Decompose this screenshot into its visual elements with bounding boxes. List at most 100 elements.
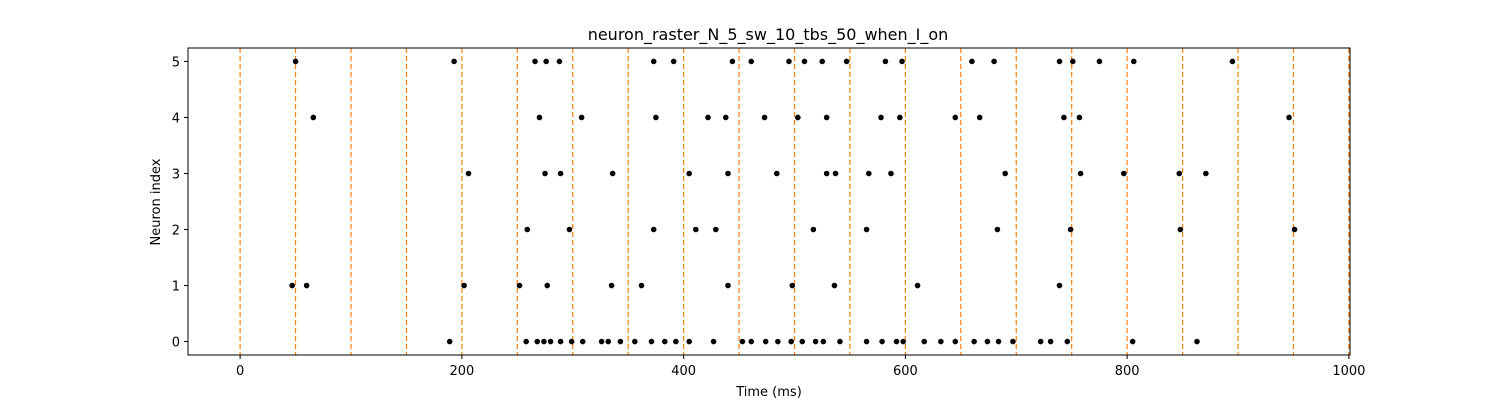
spike-dot [568, 338, 575, 345]
spike-dot [1176, 170, 1183, 177]
spike-dot [1177, 226, 1184, 233]
spike-dot [819, 58, 826, 65]
spike-dot [1096, 58, 1103, 65]
spike-dot [693, 226, 699, 233]
spike-dot [557, 338, 564, 345]
spike-dot [900, 338, 906, 345]
spike-dot [292, 58, 299, 65]
spike-dot [773, 170, 780, 177]
spike-dot [686, 338, 692, 345]
spike-dot [648, 338, 655, 345]
spike-dot [725, 170, 731, 177]
x-axis: 0 200 400 600 800 1000 [236, 355, 1365, 379]
spike-dot [579, 338, 586, 345]
spike-dot [995, 338, 1002, 345]
spike-dot [1121, 170, 1127, 177]
x-tick-label: 800 [1115, 364, 1140, 379]
spike-dot [541, 338, 547, 345]
spike-dot [578, 114, 585, 121]
spike-dot [638, 282, 645, 289]
spike-dot [812, 338, 819, 345]
y-axis: 0 1 2 3 4 5 [172, 55, 188, 351]
spike-dot [878, 114, 884, 121]
spike-dot [289, 282, 296, 289]
plot-area [239, 48, 1350, 355]
spike-dot [1002, 170, 1008, 177]
spike-dot [971, 338, 977, 345]
spike-dot [882, 58, 889, 65]
spike-dot [632, 338, 638, 345]
spike-dot [461, 282, 467, 289]
spike-dot [799, 338, 806, 345]
spike-dot [303, 282, 310, 289]
x-axis-label: Time (ms) [735, 385, 802, 400]
spike-dot [820, 338, 827, 345]
spike-dot [542, 170, 548, 177]
spike-dot [465, 170, 472, 177]
spike-dot [921, 338, 928, 345]
y-axis-label: Neuron index [149, 158, 164, 245]
spike-dot [524, 226, 531, 233]
spike-dot [725, 282, 731, 289]
spike-dot [608, 282, 615, 289]
spike-dot [837, 338, 843, 345]
spike-dot [451, 58, 457, 65]
spike-dot [729, 58, 736, 65]
spike-dot [865, 170, 872, 177]
x-tick-label: 1000 [1332, 364, 1365, 379]
spike-dot [534, 338, 541, 345]
spike-dot [786, 58, 792, 65]
spike-dot [762, 338, 769, 345]
spike-dot [1076, 114, 1083, 121]
x-tick-label: 400 [671, 364, 696, 379]
spike-dot [789, 282, 796, 289]
spike-dot [598, 338, 605, 345]
spike-dot [446, 338, 453, 345]
spike-dot [650, 226, 657, 233]
spike-dot [670, 58, 677, 65]
spike-dot [897, 114, 903, 121]
spike-dot [952, 114, 959, 121]
plot-frame [187, 47, 1351, 356]
spike-dot [788, 338, 794, 345]
spike-dot [547, 338, 554, 345]
spike-dot [976, 114, 983, 121]
spike-dot [532, 58, 538, 65]
spike-dot [801, 58, 808, 65]
spike-dot [938, 338, 944, 345]
spike-dot [1286, 114, 1292, 121]
spike-dot [1077, 170, 1084, 177]
spike-dot [310, 114, 317, 121]
spike-dot [1194, 338, 1200, 345]
spike-dot [1037, 338, 1044, 345]
spike-dot [653, 114, 659, 121]
spike-dot [984, 338, 991, 345]
spike-dot [775, 338, 781, 345]
spike-dot [748, 338, 755, 345]
spike-dot [661, 338, 668, 345]
spike-dot [605, 338, 612, 345]
spike-dot [536, 114, 543, 121]
y-tick-label: 1 [172, 280, 180, 295]
x-tick-label: 200 [449, 364, 474, 379]
spike-dot [1070, 58, 1076, 65]
y-tick-label: 4 [172, 111, 180, 126]
spike-dot [1130, 58, 1137, 65]
spike-dot [1129, 338, 1136, 345]
spike-dot [795, 114, 801, 121]
spike-dot [1203, 170, 1209, 177]
spike-dot [1064, 338, 1071, 345]
spike-dot [893, 338, 900, 345]
y-tick-label: 0 [172, 336, 180, 351]
spike-dot [557, 170, 564, 177]
spike-dot [899, 58, 905, 65]
spike-dot [823, 170, 830, 177]
y-tick-label: 3 [172, 167, 180, 182]
spike-dot [556, 58, 563, 65]
spike-dot [544, 282, 551, 289]
spike-dot [1067, 226, 1074, 233]
spike-dot [710, 338, 717, 345]
y-tick-label: 5 [172, 55, 180, 70]
x-tick-label: 0 [236, 364, 244, 379]
